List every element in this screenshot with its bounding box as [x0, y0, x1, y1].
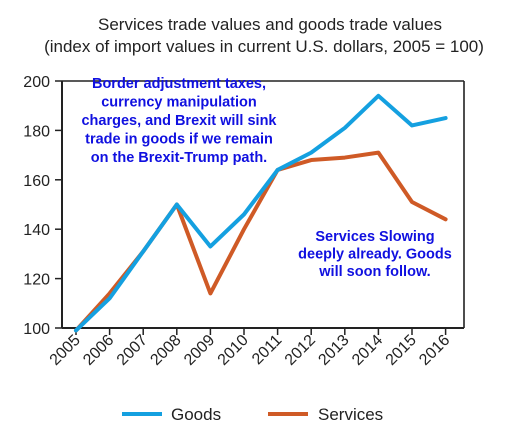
- x-tick-label: 2014: [349, 332, 386, 369]
- x-tick-label: 2005: [47, 332, 84, 369]
- legend: Goods Services: [122, 405, 383, 424]
- annotation-1-line: trade in goods if we remain: [85, 132, 273, 148]
- series-line-goods: [74, 93, 448, 333]
- x-tick-label: 2011: [249, 332, 285, 368]
- x-tick-label: 2008: [147, 332, 184, 369]
- y-tick-label: 160: [23, 173, 50, 190]
- annotation-1-line: on the Brexit-Trump path.: [91, 150, 267, 166]
- annotations: Border adjustment taxes, currency manipul…: [81, 76, 451, 280]
- annotation-1-line: currency manipulation: [101, 95, 257, 111]
- y-tick-label: 200: [23, 74, 50, 91]
- x-tick-label: 2012: [282, 332, 319, 369]
- y-tick-label: 180: [23, 123, 50, 140]
- annotation-2-line: deeply already. Goods: [298, 247, 452, 263]
- x-tick-label: 2010: [215, 332, 252, 369]
- x-tick-label: 2009: [181, 332, 218, 369]
- legend-label-services: Services: [318, 405, 383, 424]
- annotation-2-line: will soon follow.: [318, 264, 430, 280]
- x-tick-label: 2006: [80, 332, 117, 369]
- x-tick-label: 2013: [315, 332, 352, 369]
- chart-title: Services trade values and goods trade va…: [98, 15, 442, 34]
- y-tick-label: 100: [23, 321, 50, 338]
- series-layer: [74, 93, 448, 333]
- x-tick-label: 2015: [383, 332, 420, 369]
- annotation-1-line: Border adjustment taxes,: [92, 76, 266, 92]
- y-tick-label: 140: [23, 222, 50, 239]
- y-axis-ticks: 100 120 140 160 180 200: [23, 74, 62, 338]
- y-tick-label: 120: [23, 272, 50, 289]
- legend-label-goods: Goods: [171, 405, 221, 424]
- chart-subtitle: (index of import values in current U.S. …: [44, 37, 484, 56]
- annotation-1-line: charges, and Brexit will sink: [81, 113, 277, 129]
- plot-area: [61, 80, 465, 329]
- x-axis-ticks: 2005200620072008200920102011201220132014…: [47, 328, 454, 369]
- x-tick-label: 2007: [114, 332, 151, 369]
- annotation-2-line: Services Slowing: [315, 229, 434, 245]
- x-tick-label: 2016: [416, 332, 453, 369]
